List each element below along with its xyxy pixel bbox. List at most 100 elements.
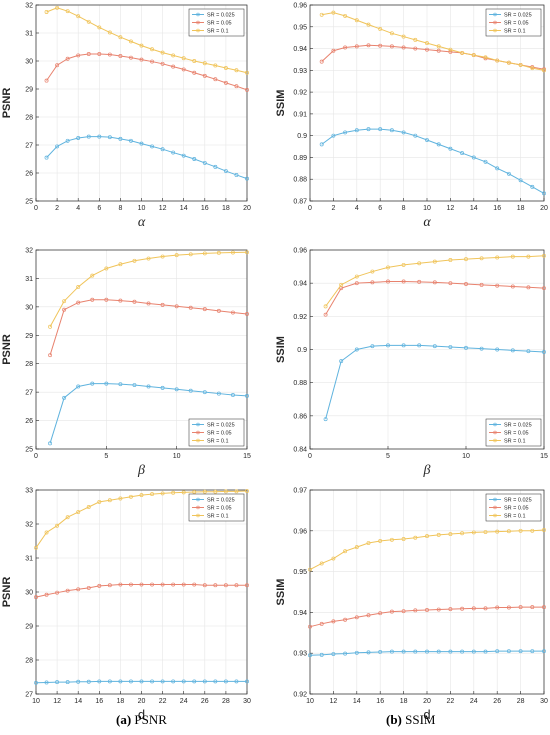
x-tick-label: 30 (540, 698, 548, 705)
legend-marker (493, 497, 497, 502)
x-tick-label: 0 (308, 453, 312, 460)
data-point (495, 255, 500, 260)
data-point (90, 381, 95, 386)
x-tick-label: 12 (330, 698, 338, 705)
data-point (86, 679, 91, 684)
data-point (401, 537, 406, 541)
data-point (425, 41, 429, 46)
data-point (448, 345, 453, 349)
data-point (479, 256, 484, 261)
data-point (139, 582, 144, 587)
legend-entry: SR = 0.05 (504, 431, 529, 437)
y-tick-label: 32 (25, 522, 33, 529)
data-point (460, 606, 465, 611)
legend-marker (493, 438, 497, 443)
data-point (128, 494, 133, 499)
data-point (401, 279, 406, 284)
y-tick-label: 27 (25, 143, 33, 150)
data-point (107, 679, 112, 684)
data-point (86, 19, 91, 24)
legend-marker (196, 497, 200, 502)
legend-marker (493, 20, 497, 25)
data-point (245, 176, 249, 181)
data-point (34, 595, 38, 600)
data-point (128, 39, 133, 44)
data-point (413, 535, 418, 540)
data-point (526, 349, 531, 354)
legend-marker (493, 422, 497, 427)
y-tick-label: 0.92 (293, 692, 307, 699)
y-tick-label: 26 (25, 418, 33, 425)
data-point (65, 9, 70, 14)
x-tick-label: 5 (386, 453, 390, 460)
data-point (436, 607, 441, 612)
data-point (174, 304, 179, 309)
data-point (354, 281, 359, 286)
data-point (234, 84, 239, 89)
x-tick-label: 2 (55, 205, 59, 212)
data-point (55, 144, 60, 149)
legend: SR = 0.025 SR = 0.05 SR = 0.1 (485, 493, 542, 522)
data-point (436, 48, 441, 53)
data-point (213, 679, 218, 684)
data-point (343, 651, 348, 656)
y-tick-label: 29 (25, 87, 33, 94)
x-tick-label: 24 (180, 698, 188, 705)
data-point (118, 136, 123, 141)
data-point (171, 53, 176, 58)
y-tick-label: 0.91 (293, 111, 307, 118)
y-tick-label: 25 (25, 199, 33, 206)
data-point (107, 135, 112, 140)
data-point (202, 679, 207, 684)
data-point (107, 583, 112, 588)
data-point (104, 381, 109, 386)
legend-entry: SR = 0.025 (207, 13, 235, 19)
legend: SR = 0.025 SR = 0.05 SR = 0.1 (188, 8, 245, 37)
legend-marker (196, 12, 200, 17)
data-point (495, 166, 500, 171)
legend-box (485, 493, 542, 522)
data-point (460, 151, 465, 156)
data-point (230, 310, 235, 315)
data-point (160, 302, 165, 307)
data-point (495, 649, 500, 654)
data-point (542, 286, 546, 291)
y-tick-label: 0.96 (293, 528, 307, 535)
data-point (181, 679, 186, 684)
data-point (65, 138, 70, 143)
legend: SR = 0.025 SR = 0.05 SR = 0.1 (485, 8, 542, 37)
data-point (401, 130, 406, 135)
x-tick-label: 10 (32, 698, 40, 705)
data-point (174, 387, 179, 392)
data-point (542, 605, 546, 610)
data-point (354, 545, 359, 550)
data-point (76, 300, 81, 305)
data-point (542, 68, 546, 73)
data-point (107, 30, 112, 35)
data-point (417, 279, 422, 284)
data-point (223, 169, 228, 173)
data-point (483, 649, 488, 654)
x-tick-label: 16 (493, 205, 501, 212)
legend-entry: SR = 0.025 (504, 498, 532, 504)
data-point (97, 583, 102, 588)
data-point (146, 384, 151, 389)
data-point (245, 250, 249, 255)
legend-marker (493, 430, 497, 435)
data-point (401, 45, 406, 50)
data-point (343, 13, 348, 18)
data-point (48, 353, 53, 358)
data-point (479, 346, 484, 351)
legend-entry: SR = 0.1 (207, 439, 229, 445)
data-point (530, 528, 535, 533)
data-point (171, 582, 176, 587)
data-point (366, 541, 371, 545)
x-tick-label: 10 (423, 205, 431, 212)
x-tick-label: 10 (138, 205, 146, 212)
legend-entry: SR = 0.1 (504, 29, 526, 35)
data-point (495, 529, 500, 534)
data-point (354, 347, 359, 352)
data-point (366, 43, 371, 48)
legend-entry: SR = 0.1 (207, 29, 229, 35)
